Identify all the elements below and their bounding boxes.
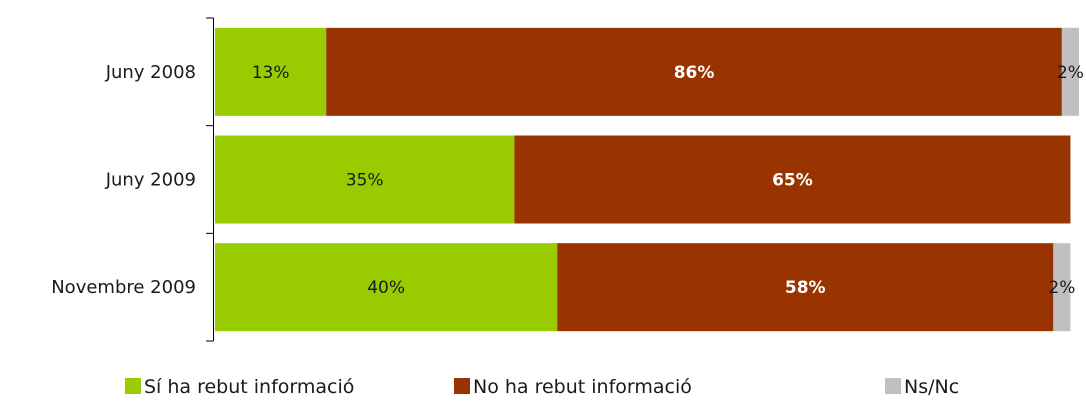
- category-label: Juny 2008: [105, 62, 196, 83]
- data-label: 58%: [785, 278, 826, 298]
- legend-swatch: [125, 378, 141, 394]
- legend: Sí ha rebut informació No ha rebut inform…: [125, 376, 959, 398]
- data-label: 2%: [1057, 63, 1084, 83]
- legend-swatch: [454, 378, 470, 394]
- bar-segment: [326, 27, 1062, 116]
- legend-swatch: [885, 378, 901, 394]
- legend-item: Ns/Nc: [885, 376, 959, 398]
- bar-segment: [1053, 243, 1071, 332]
- legend-item: Sí ha rebut informació: [125, 376, 354, 398]
- bar-segment: [215, 243, 558, 332]
- bar-segment: [215, 27, 327, 116]
- category-label: Juny 2009: [105, 170, 196, 191]
- bar-segment: [1061, 27, 1079, 116]
- legend-label: Sí ha rebut informació: [144, 376, 354, 398]
- category-label: Novembre 2009: [51, 277, 196, 298]
- data-label: 40%: [367, 278, 405, 298]
- data-label: 13%: [252, 63, 290, 83]
- bar-segment: [215, 135, 515, 224]
- bar-segment: [557, 243, 1054, 332]
- data-label: 86%: [674, 63, 715, 83]
- legend-label: Ns/Nc: [904, 376, 959, 398]
- legend-label: No ha rebut informació: [473, 376, 692, 398]
- bar-segment: [514, 135, 1071, 224]
- data-label: 35%: [346, 171, 384, 191]
- data-label: 2%: [1048, 278, 1075, 298]
- data-label: 65%: [772, 171, 813, 191]
- legend-item: No ha rebut informació: [454, 376, 692, 398]
